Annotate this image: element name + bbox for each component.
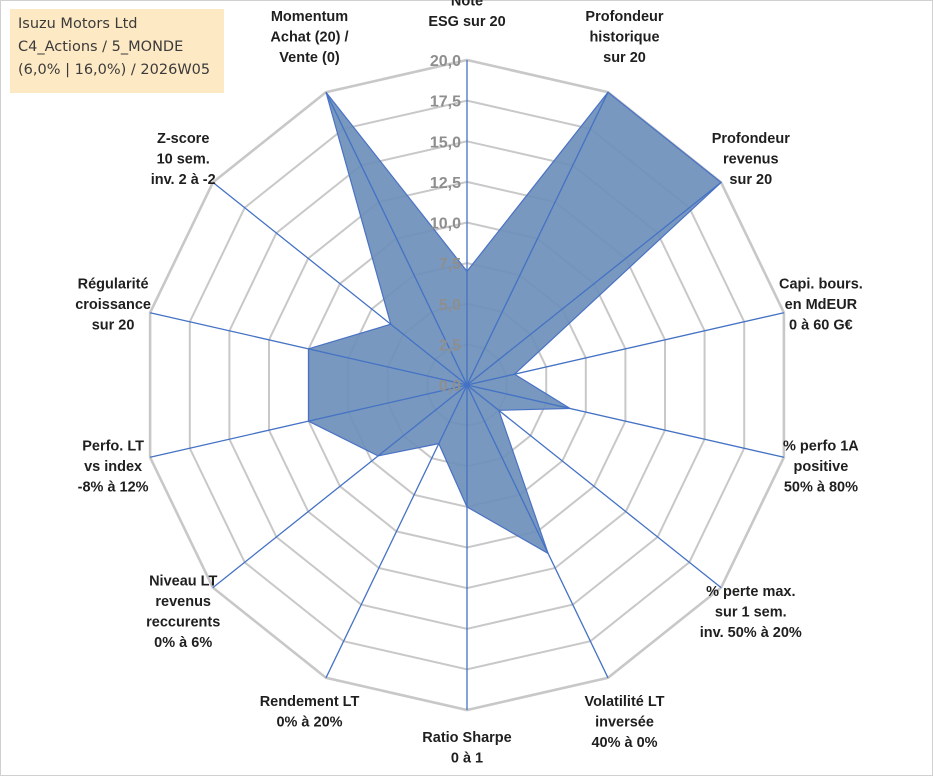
- axis-spoke: [466, 181, 722, 386]
- axis-label-line: Profondeur: [712, 131, 790, 147]
- axis-label-line: Momentum: [271, 9, 348, 25]
- axis-label-line: 0 à 1: [451, 751, 483, 767]
- axis-label: Note ESG sur 20: [428, 0, 505, 30]
- axis-label-line: ESG sur 20: [428, 14, 505, 30]
- axis-label: Niveau LT revenus reccurents 0% à 6%: [146, 574, 220, 652]
- axis-label-line: revenus: [723, 152, 779, 168]
- axis-label-line: sur 20: [729, 172, 772, 188]
- axis-label-line: historique: [589, 29, 659, 45]
- axis-label-line: Perfo. LT: [82, 438, 144, 454]
- axis-label: Perfo. LT vs index -8% à 12%: [78, 438, 149, 495]
- tick-label: 0,0: [439, 378, 461, 395]
- axis-label: Ratio Sharpe 0 à 1: [422, 730, 511, 767]
- tick-label: 5,0: [439, 297, 461, 314]
- axis-label-line: Profondeur: [585, 9, 663, 25]
- axis-label-line: inv. 50% à 20%: [700, 625, 802, 641]
- axis-label-line: Achat (20) /: [270, 29, 348, 45]
- axis-spoke: [466, 384, 785, 458]
- axis-label: Capi. bours. en MdEUR 0 à 60 G€: [779, 277, 863, 334]
- tick-label: 15,0: [430, 134, 461, 151]
- axis-label: Volatilité LT inversée 40% à 0%: [584, 694, 664, 751]
- tick-layer: 0,0 2,5 5,0 7,5 10,0 12,5 15,0 17,5 20,0: [430, 53, 461, 395]
- axis-label-line: % perte max.: [706, 584, 795, 600]
- axis-label: % perte max. sur 1 sem. inv. 50% à 20%: [700, 584, 802, 641]
- axis-label: Profondeur revenus sur 20: [712, 131, 790, 188]
- axis-label: Régularité croissance sur 20: [75, 277, 151, 334]
- axis-spoke: [149, 384, 468, 458]
- axis-label: Momentum Achat (20) / Vente (0): [270, 9, 348, 66]
- axis-label-line: Volatilité LT: [584, 694, 664, 710]
- axis-label-line: -8% à 12%: [78, 479, 149, 495]
- axis-label-line: vs index: [84, 459, 142, 475]
- axis-label-line: inversée: [595, 715, 654, 731]
- axis-label: % perfo 1A positive 50% à 80%: [783, 438, 859, 495]
- spoke-layer: [149, 60, 785, 710]
- axis-label-line: % perfo 1A: [783, 438, 859, 454]
- axis-label-line: reccurents: [146, 615, 220, 631]
- axis-label-line: Z-score: [157, 131, 209, 147]
- axis-spoke: [325, 384, 468, 679]
- axis-spoke: [466, 91, 609, 386]
- axis-label: Rendement LT 0% à 20%: [260, 694, 360, 731]
- axis-spoke: [466, 384, 722, 589]
- axis-label-line: Capi. bours.: [779, 277, 863, 293]
- axis-label-line: 0% à 20%: [276, 715, 342, 731]
- axis-label-line: 50% à 80%: [784, 479, 858, 495]
- axis-label-line: revenus: [155, 594, 211, 610]
- axis-label-line: croissance: [75, 297, 151, 313]
- axis-label-line: Note: [451, 0, 483, 10]
- axis-label-line: 0 à 60 G€: [789, 318, 853, 334]
- axis-label-line: sur 20: [603, 50, 646, 66]
- title-company: Isuzu Motors Ltd: [18, 16, 138, 32]
- label-layer: Note ESG sur 20 Profondeur historique sur 20…: [75, 0, 863, 767]
- axis-label-line: Ratio Sharpe: [422, 730, 511, 746]
- axis-label: Z-score 10 sem. inv. 2 à -2: [151, 131, 216, 188]
- axis-label-line: Rendement LT: [260, 694, 360, 710]
- title-params: (6,0% | 16,0%) / 2026W05: [18, 62, 211, 78]
- axis-spoke: [212, 181, 468, 386]
- axis-spoke: [466, 384, 609, 679]
- axis-label: Profondeur historique sur 20: [585, 9, 663, 66]
- axis-label-line: positive: [794, 459, 849, 475]
- tick-label: 2,5: [439, 337, 461, 354]
- title-universe: C4_Actions / 5_MONDE: [18, 39, 184, 55]
- axis-spoke: [325, 91, 468, 386]
- axis-label-line: sur 1 sem.: [715, 604, 787, 620]
- axis-label-line: Régularité: [78, 277, 149, 293]
- tick-label: 20,0: [430, 53, 461, 70]
- axis-spoke: [149, 312, 468, 386]
- axis-label-line: inv. 2 à -2: [151, 172, 216, 188]
- axis-spoke: [466, 312, 785, 386]
- axis-label-line: sur 20: [92, 318, 135, 334]
- tick-label: 17,5: [430, 94, 461, 111]
- axis-spoke: [212, 384, 468, 589]
- axis-label-line: 0% à 6%: [154, 635, 212, 651]
- tick-label: 10,0: [430, 216, 461, 233]
- title-box: Isuzu Motors Ltd C4_Actions / 5_MONDE (6…: [10, 9, 224, 93]
- axis-label-line: 10 sem.: [157, 152, 210, 168]
- tick-label: 7,5: [439, 256, 461, 273]
- axis-label-line: 40% à 0%: [591, 735, 657, 751]
- axis-label-line: Niveau LT: [149, 574, 217, 590]
- tick-label: 12,5: [430, 175, 461, 192]
- axis-label-line: Vente (0): [279, 50, 340, 66]
- axis-label-line: en MdEUR: [785, 297, 858, 313]
